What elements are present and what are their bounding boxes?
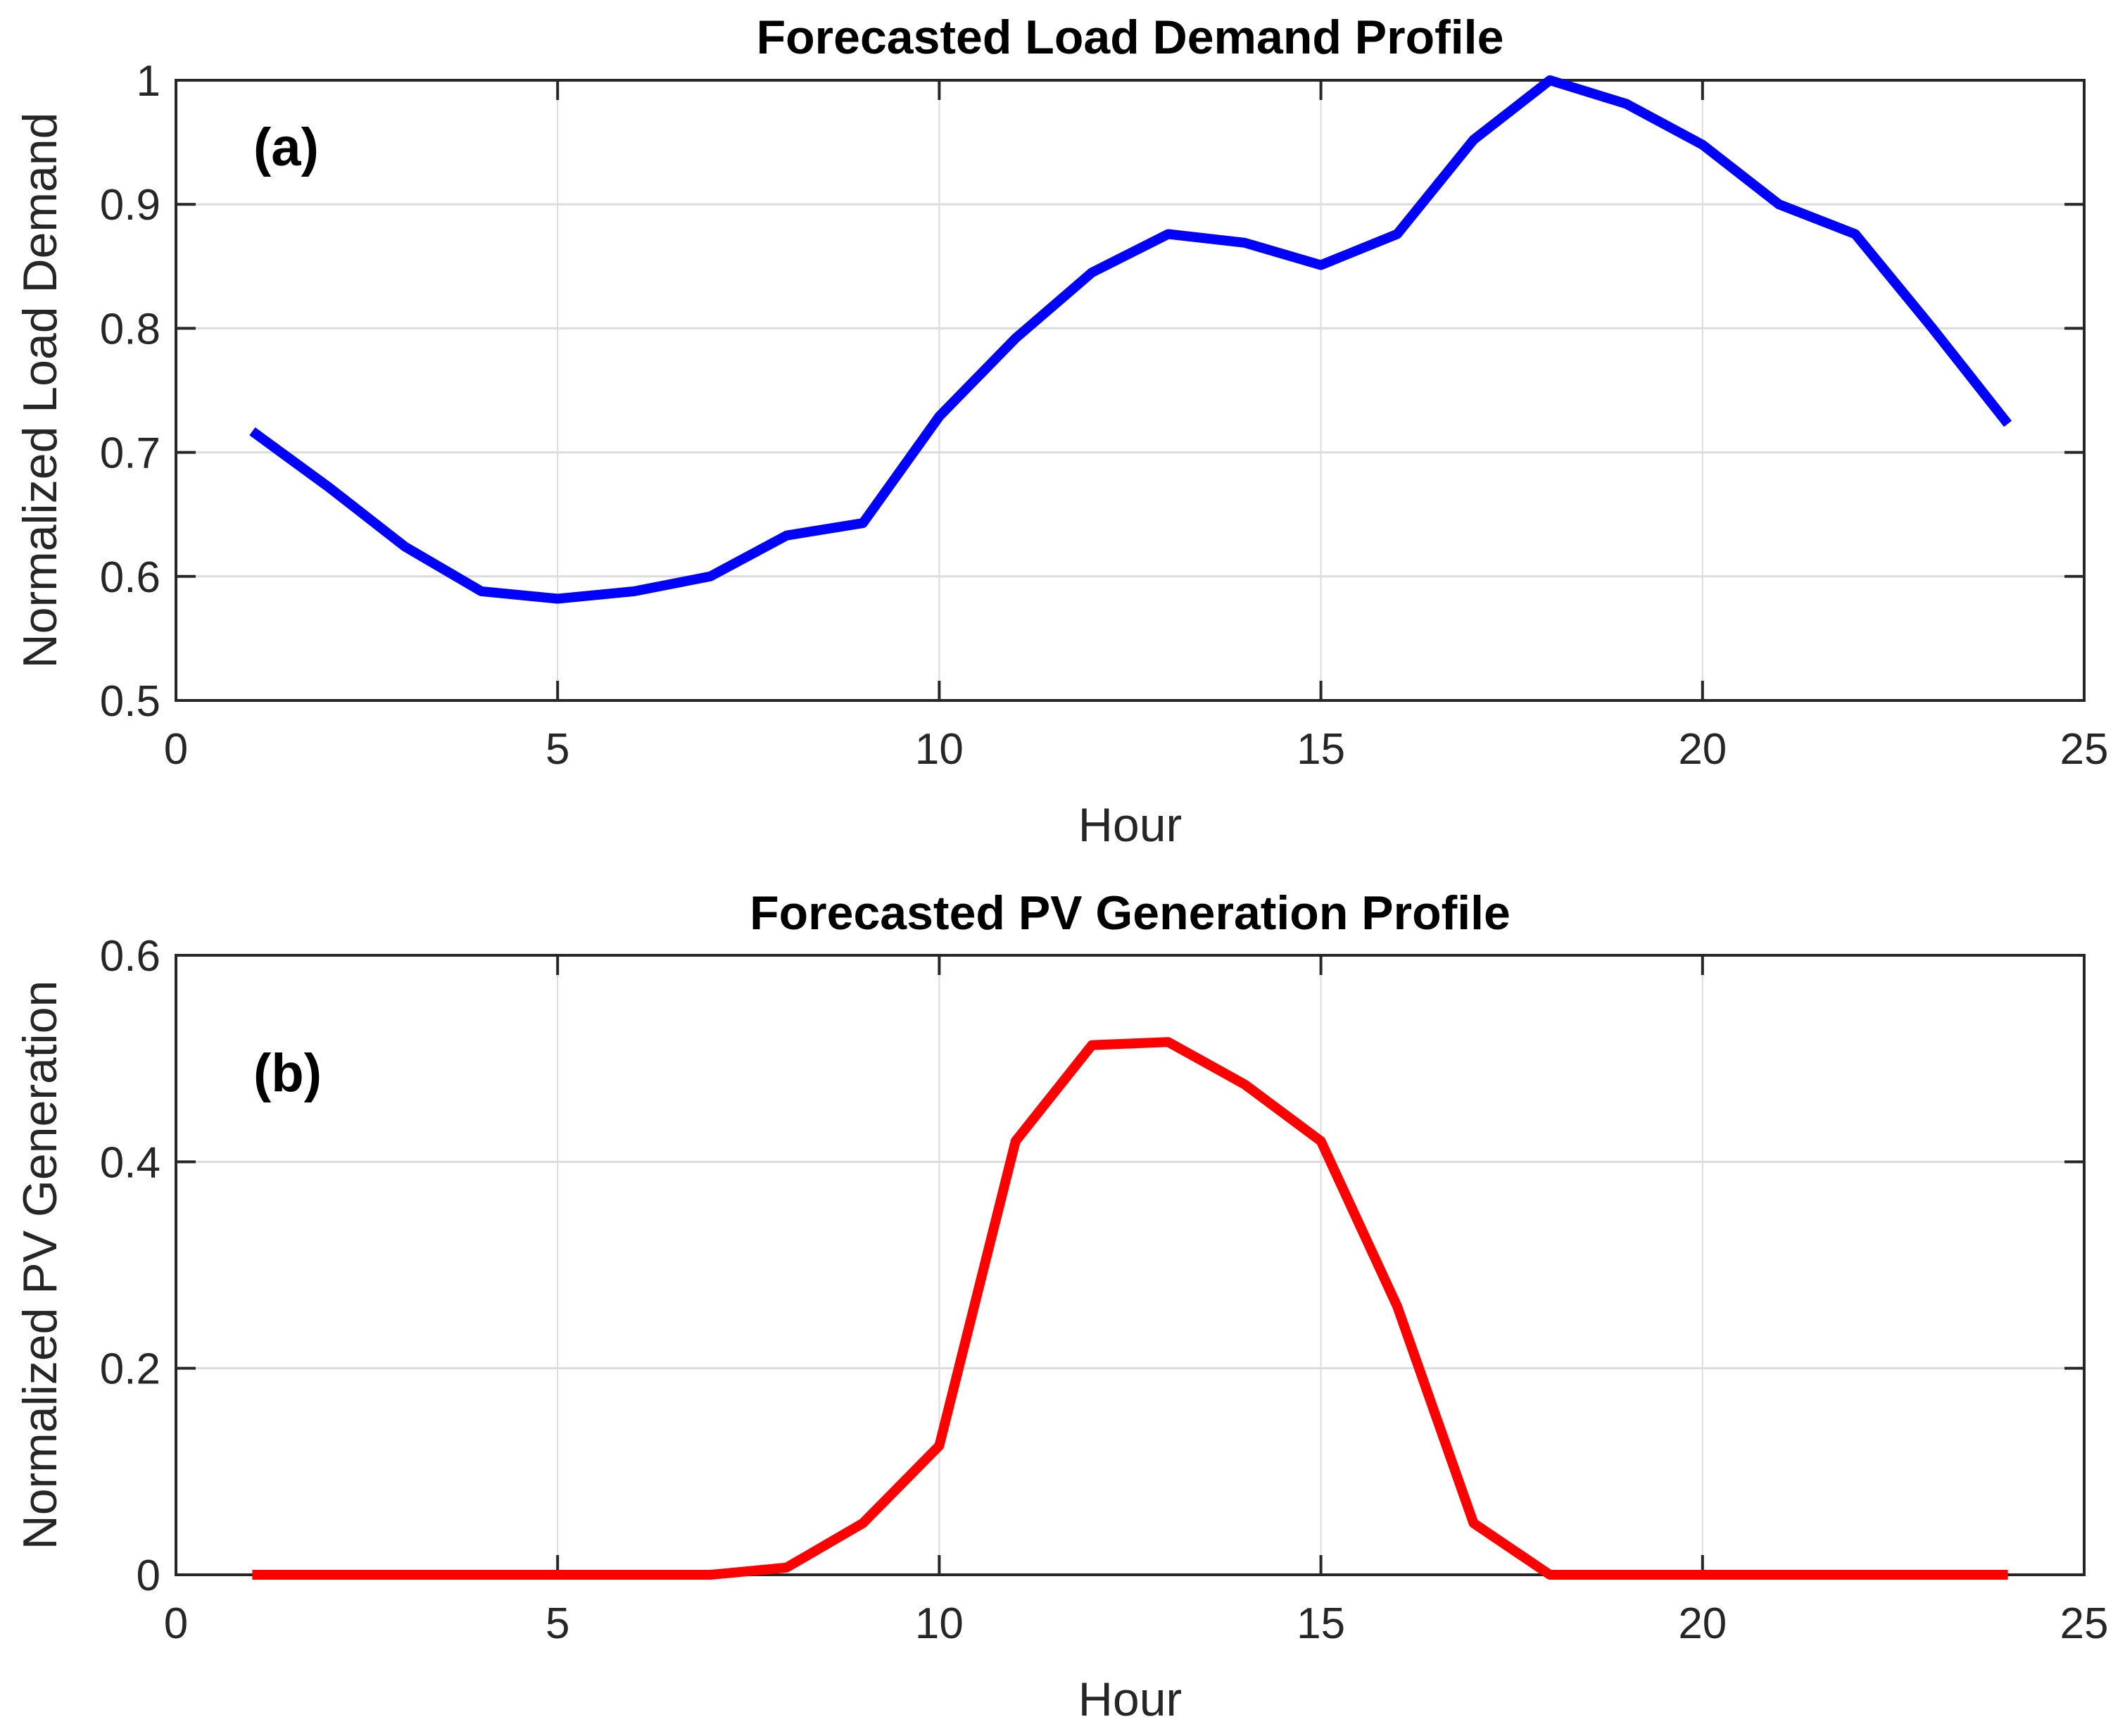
y-axis-label: Normalized Load Demand [13,113,67,669]
x-tick-label: 10 [915,725,964,774]
x-tick-label: 5 [546,725,569,774]
x-tick-label: 25 [2060,1599,2109,1648]
chart-title: Forecasted PV Generation Profile [750,886,1511,940]
y-tick-label: 0.2 [100,1345,160,1394]
series-line [252,1037,2008,1580]
panel-label: (a) [253,118,319,177]
y-tick-label: 0.6 [100,553,160,602]
y-tick-label: 0.6 [100,932,160,981]
x-axis-label: Hour [1078,1673,1182,1726]
subplot-a: 0 5 10 15 20 25 0.5 0.6 0.7 0.8 0.9 1 Forecasted Loa… [13,11,2108,852]
x-tick-label: 15 [1297,1599,1345,1648]
axes-box [175,79,2086,702]
panel-label: (b) [253,1043,322,1103]
y-tick-label: 1 [137,57,160,106]
y-tick-label: 0 [137,1552,160,1600]
x-tick-label: 25 [2060,725,2109,774]
x-tick-label: 20 [1678,725,1727,774]
x-tick-label: 0 [164,725,188,774]
x-tick-label: 5 [546,1599,569,1648]
x-tick-label: 10 [915,1599,964,1648]
x-tick-label: 20 [1678,1599,1727,1648]
y-tick-label: 0.7 [100,429,160,478]
x-tick-label: 15 [1297,725,1345,774]
axes-box [175,954,2086,1576]
y-tick-label: 0.4 [100,1138,160,1187]
y-tick-label: 0.9 [100,181,160,229]
y-tick-label: 0.5 [100,677,160,726]
series-line [249,75,2012,604]
x-tick-label: 0 [164,1599,188,1648]
y-axis-label: Normalized PV Generation [13,981,67,1550]
x-axis-label: Hour [1078,798,1182,852]
plot-area [176,955,2084,1575]
chart-title: Forecasted Load Demand Profile [757,11,1504,64]
plot-area [176,80,2084,700]
subplot-b: 0 5 10 15 20 25 0 0.2 0.4 0.6 Forecasted PV Genera… [13,886,2108,1726]
y-tick-label: 0.8 [100,305,160,353]
